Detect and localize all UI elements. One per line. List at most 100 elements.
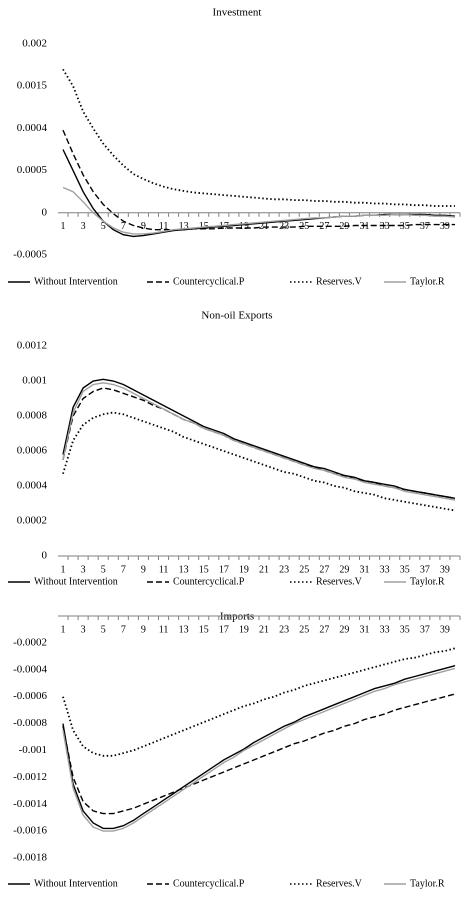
y-tick-label: 0 <box>42 206 48 218</box>
y-tick-label: 0.002 <box>22 38 47 50</box>
series-line <box>62 693 456 815</box>
chart-title: Investment <box>213 7 262 19</box>
x-tick-label: 27 <box>319 564 329 575</box>
x-tick-label: 37 <box>420 221 430 232</box>
series-line <box>62 382 456 501</box>
series-line <box>62 378 456 499</box>
legend-label: Without Intervention <box>34 878 118 889</box>
x-tick-label: 7 <box>121 564 126 575</box>
x-tick-label: 11 <box>159 221 169 232</box>
x-tick-label: 35 <box>400 564 410 575</box>
x-tick-label: 11 <box>159 624 169 635</box>
y-tick-label: -0.0004 <box>13 663 47 675</box>
x-tick-label: 3 <box>81 221 86 232</box>
legend-label: Reserves.V <box>316 276 363 287</box>
y-tick-label: -0.0008 <box>13 717 47 729</box>
y-tick-label: 0.0005 <box>17 164 48 176</box>
x-tick-label: 15 <box>199 564 209 575</box>
y-tick-label: 0.0012 <box>17 340 47 352</box>
legend-label: Countercyclical.P <box>173 276 245 287</box>
x-tick-label: 9 <box>141 221 146 232</box>
x-tick-label: 35 <box>400 221 410 232</box>
x-tick-label: 35 <box>400 624 410 635</box>
legend-label: Countercyclical.P <box>173 878 245 889</box>
x-tick-label: 15 <box>199 624 209 635</box>
chart-title: Non-oil Exports <box>201 310 272 322</box>
x-tick-label: 23 <box>279 564 289 575</box>
x-tick-label: 29 <box>339 564 349 575</box>
y-tick-label: 0.0002 <box>17 515 47 527</box>
x-tick-label: 39 <box>440 221 450 232</box>
series-line <box>62 667 456 832</box>
x-tick-label: 31 <box>360 624 370 635</box>
x-tick-label: 39 <box>440 624 450 635</box>
x-tick-label: 25 <box>299 564 309 575</box>
legend-label: Taylor.R <box>410 276 445 287</box>
x-tick-label: 1 <box>61 221 66 232</box>
legend-label: Without Intervention <box>34 276 118 287</box>
y-tick-label: 0.0004 <box>17 480 48 492</box>
y-tick-label: -0.0018 <box>13 852 47 864</box>
x-tick-label: 19 <box>239 564 249 575</box>
x-tick-label: 13 <box>179 564 189 575</box>
series-line <box>62 186 456 235</box>
x-tick-label: 7 <box>121 221 126 232</box>
x-tick-label: 9 <box>141 624 146 635</box>
x-tick-label: 3 <box>81 564 86 575</box>
x-tick-label: 33 <box>380 564 390 575</box>
x-tick-label: 21 <box>259 564 269 575</box>
x-tick-label: 27 <box>319 221 329 232</box>
y-tick-label: -0.0005 <box>13 249 47 261</box>
y-tick-label: -0.0014 <box>13 798 47 810</box>
legend-label: Taylor.R <box>410 878 445 889</box>
x-tick-label: 33 <box>380 221 390 232</box>
x-tick-label: 5 <box>101 564 106 575</box>
x-tick-label: 37 <box>420 564 430 575</box>
x-tick-label: 9 <box>141 564 146 575</box>
y-tick-label: -0.0016 <box>13 825 47 837</box>
series-line <box>62 387 456 499</box>
legend-label: Reserves.V <box>316 576 363 587</box>
x-tick-label: 39 <box>440 564 450 575</box>
x-tick-label: 37 <box>420 624 430 635</box>
y-tick-label: 0.0015 <box>17 80 48 92</box>
y-tick-label: -0.0006 <box>13 690 47 702</box>
series-line <box>62 665 456 830</box>
legend-label: Reserves.V <box>316 878 363 889</box>
x-tick-label: 29 <box>339 624 349 635</box>
x-tick-label: 33 <box>380 624 390 635</box>
x-tick-label: 5 <box>101 221 106 232</box>
x-tick-label: 7 <box>121 624 126 635</box>
x-tick-label: 27 <box>319 624 329 635</box>
x-tick-label: 31 <box>360 221 370 232</box>
y-tick-label: 0.001 <box>22 375 47 387</box>
legend-label: Taylor.R <box>410 576 445 587</box>
y-tick-label: -0.001 <box>19 744 47 756</box>
x-tick-label: 19 <box>239 221 249 232</box>
x-tick-label: 13 <box>179 624 189 635</box>
y-tick-label: 0.0004 <box>17 122 48 134</box>
x-tick-label: 31 <box>360 564 370 575</box>
legend-label: Countercyclical.P <box>173 576 245 587</box>
y-tick-label: -0.0002 <box>13 636 47 648</box>
y-tick-label: 0.0006 <box>17 445 48 457</box>
x-tick-label: 23 <box>279 624 289 635</box>
x-tick-label: 19 <box>239 624 249 635</box>
x-tick-label: 13 <box>179 221 189 232</box>
x-tick-label: 17 <box>219 624 229 635</box>
x-tick-label: 21 <box>259 624 269 635</box>
y-tick-label: 0.0008 <box>17 410 48 422</box>
legend-label: Without Intervention <box>34 576 118 587</box>
series-line <box>62 411 456 512</box>
series-line <box>62 68 455 207</box>
x-tick-label: 11 <box>159 564 169 575</box>
y-tick-label: 0 <box>42 550 48 562</box>
y-tick-label: -0.0012 <box>13 771 47 783</box>
x-tick-label: 17 <box>219 564 229 575</box>
x-tick-label: 1 <box>61 564 66 575</box>
series-line <box>62 129 455 231</box>
x-tick-label: 3 <box>81 624 86 635</box>
x-tick-label: 5 <box>101 624 106 635</box>
